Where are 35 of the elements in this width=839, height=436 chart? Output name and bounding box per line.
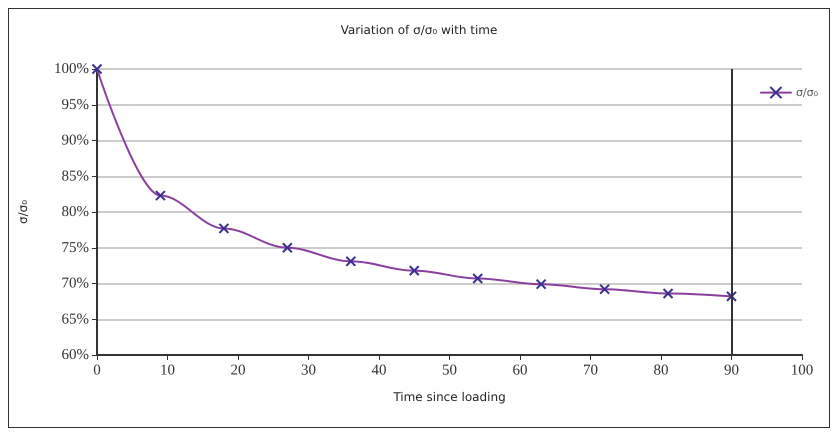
point bbox=[662, 288, 674, 300]
y-tick-label: 95% bbox=[62, 96, 89, 113]
x-axis-title: Time since loading bbox=[392, 390, 506, 404]
y-axis-title: σ/σ₀ bbox=[16, 200, 30, 224]
point bbox=[92, 64, 102, 74]
point bbox=[408, 265, 420, 276]
y-tick-label: 85% bbox=[62, 168, 89, 184]
y-tick-label: 80% bbox=[62, 204, 89, 220]
point bbox=[599, 284, 610, 295]
point bbox=[345, 256, 356, 267]
legend-label: σ/σ₀ bbox=[796, 86, 819, 100]
x-tick-label: 60 bbox=[512, 362, 528, 378]
y-tick-label: 100% bbox=[54, 61, 89, 77]
y-tick-label: 65% bbox=[62, 311, 89, 328]
x-tick-label: 80 bbox=[654, 362, 668, 378]
x-tick-label: 100 bbox=[790, 362, 814, 378]
x-tick-label: 0 bbox=[93, 362, 101, 378]
x-tick-label: 30 bbox=[301, 362, 316, 378]
x-tick-label: 10 bbox=[160, 362, 175, 378]
x-tick-label: 40 bbox=[372, 362, 386, 378]
point bbox=[726, 290, 737, 302]
chart-title: Variation of σ/σ₀ with time bbox=[340, 23, 498, 37]
point bbox=[154, 190, 166, 202]
x-tick-label: 90 bbox=[724, 362, 739, 378]
y-tick-label: 75% bbox=[62, 240, 89, 256]
x-tick-label: 70 bbox=[583, 362, 598, 378]
point bbox=[282, 242, 293, 254]
x-tick-label: 50 bbox=[442, 362, 457, 378]
point bbox=[218, 222, 230, 234]
y-tick-label: 90% bbox=[62, 132, 89, 148]
y-tick-label: 60% bbox=[62, 347, 89, 363]
y-tick-label: 70% bbox=[62, 276, 89, 292]
x-tick-label: 20 bbox=[230, 362, 246, 378]
point bbox=[536, 278, 547, 290]
point bbox=[472, 272, 484, 284]
